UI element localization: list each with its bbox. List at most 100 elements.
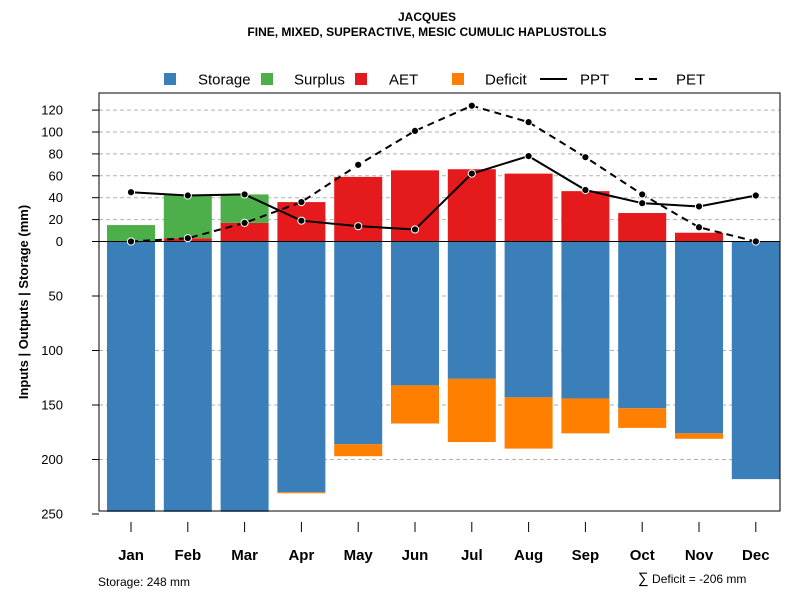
bar-storage-feb bbox=[163, 241, 212, 512]
deficit-summary: ∑ Deficit = -206 mm bbox=[638, 570, 746, 587]
bar-aet-aug bbox=[504, 173, 553, 242]
chart-title: JACQUES bbox=[398, 10, 456, 24]
point-ppt-aug bbox=[524, 151, 533, 161]
bar-storage-dec bbox=[731, 241, 780, 480]
y-tick-label: 250 bbox=[41, 507, 63, 522]
point-pet-jun bbox=[410, 126, 420, 136]
legend-label-ppt: PPT bbox=[580, 72, 609, 89]
x-tick-label-mar: Mar bbox=[231, 547, 258, 564]
point-ppt-oct bbox=[638, 199, 647, 208]
bar-aet-oct bbox=[618, 213, 667, 242]
bar-surplus-feb bbox=[163, 194, 212, 239]
bar-surplus-mar bbox=[220, 194, 269, 223]
bar-aet-mar bbox=[220, 222, 269, 242]
point-ppt-jan bbox=[126, 188, 136, 197]
storage-summary: Storage: 248 mm bbox=[98, 575, 191, 589]
bar-deficit-jul bbox=[447, 378, 496, 443]
bar-storage-jan bbox=[107, 241, 155, 512]
x-tick-label-aug: Aug bbox=[514, 547, 543, 564]
point-pet-nov bbox=[694, 223, 704, 232]
legend-label-aet: AET bbox=[389, 72, 418, 89]
series-lines bbox=[99, 101, 780, 246]
point-pet-jul bbox=[467, 101, 476, 110]
y-tick-label: 40 bbox=[49, 190, 63, 205]
point-ppt-may bbox=[354, 222, 363, 231]
y-tick-label: 60 bbox=[49, 168, 63, 183]
point-ppt-dec bbox=[751, 191, 760, 200]
point-pet-feb bbox=[183, 234, 192, 243]
legend-label-pet: PET bbox=[676, 72, 705, 89]
bar-storage-nov bbox=[675, 241, 723, 434]
axes: 0 20 40 60 80 100 120 50 100 150 200 250 Jan Feb Mar Ap… bbox=[41, 103, 769, 564]
x-tick-label-sep: Sep bbox=[572, 547, 600, 564]
x-tick-label-dec: Dec bbox=[742, 547, 770, 564]
bar-deficit-aug bbox=[504, 397, 553, 449]
bar-aet-may bbox=[334, 176, 383, 242]
gridlines bbox=[99, 109, 780, 460]
line-ppt bbox=[130, 155, 756, 231]
bar-aet-nov bbox=[675, 232, 723, 242]
point-pet-jan bbox=[126, 237, 136, 246]
bar-deficit-oct bbox=[618, 408, 667, 428]
bar-surplus-jan bbox=[107, 225, 155, 242]
point-ppt-jun bbox=[410, 225, 420, 234]
bar-storage-apr bbox=[277, 241, 326, 493]
y-tick-label: 100 bbox=[41, 343, 63, 358]
y-tick-label: 80 bbox=[49, 146, 63, 161]
y-tick-label: 120 bbox=[41, 103, 63, 118]
point-pet-dec bbox=[751, 237, 760, 246]
line-pet bbox=[130, 104, 757, 243]
legend-label-surplus: Surplus bbox=[294, 72, 345, 89]
x-tick-label-jul: Jul bbox=[461, 547, 483, 564]
point-ppt-feb bbox=[183, 191, 192, 200]
legend: Storage Surplus AET Deficit PPT PET bbox=[164, 72, 705, 89]
y-tick-label: 50 bbox=[49, 289, 63, 304]
legend-label-storage: Storage bbox=[198, 72, 251, 89]
chart-subtitle: FINE, MIXED, SUPERACTIVE, MESIC CUMULIC … bbox=[247, 25, 606, 39]
point-ppt-jul bbox=[467, 169, 476, 178]
y-tick-label: 150 bbox=[41, 398, 63, 413]
y-tick-label: 0 bbox=[56, 234, 63, 249]
legend-swatch-deficit bbox=[452, 73, 464, 85]
point-pet-may bbox=[354, 160, 363, 169]
y-tick-label: 200 bbox=[41, 452, 63, 467]
point-pet-aug bbox=[524, 118, 533, 127]
y-tick-label: 20 bbox=[49, 212, 63, 227]
bar-storage-sep bbox=[561, 241, 610, 399]
bar-storage-aug bbox=[504, 241, 553, 398]
point-pet-apr bbox=[297, 197, 306, 207]
bar-storage-oct bbox=[618, 241, 667, 409]
point-pet-sep bbox=[581, 153, 590, 162]
legend-swatch-surplus bbox=[261, 73, 273, 85]
point-ppt-apr bbox=[297, 216, 306, 225]
x-tick-label-may: May bbox=[344, 547, 374, 564]
x-tick-label-jan: Jan bbox=[118, 547, 144, 564]
x-tick-label-nov: Nov bbox=[685, 547, 714, 564]
point-ppt-sep bbox=[581, 185, 590, 195]
point-pet-mar bbox=[240, 218, 249, 227]
sum-symbol-icon: ∑ bbox=[638, 570, 649, 587]
bar-storage-mar bbox=[220, 241, 269, 512]
bar-deficit-nov bbox=[675, 433, 723, 439]
legend-swatch-storage bbox=[164, 73, 176, 85]
bar-deficit-apr bbox=[277, 492, 326, 494]
point-ppt-mar bbox=[240, 190, 249, 199]
y-axis-label: Inputs | Outputs | Storage (mm) bbox=[16, 205, 31, 399]
plot-frame bbox=[98, 92, 781, 512]
x-tick-label-feb: Feb bbox=[174, 547, 201, 564]
legend-swatch-aet bbox=[355, 73, 367, 85]
bar-deficit-may bbox=[334, 444, 383, 457]
bar-aet-jul bbox=[447, 169, 496, 242]
point-pet-oct bbox=[638, 190, 647, 199]
bars bbox=[107, 169, 780, 512]
point-ppt-nov bbox=[694, 202, 704, 211]
y-tick-label: 100 bbox=[41, 125, 63, 140]
bar-storage-jun bbox=[391, 241, 439, 386]
x-tick-label-oct: Oct bbox=[630, 547, 655, 564]
legend-label-deficit: Deficit bbox=[485, 72, 528, 89]
bar-storage-may bbox=[334, 241, 383, 445]
deficit-summary-label: Deficit = -206 mm bbox=[652, 572, 747, 586]
bar-storage-jul bbox=[447, 241, 496, 379]
x-tick-label-apr: Apr bbox=[288, 547, 314, 564]
